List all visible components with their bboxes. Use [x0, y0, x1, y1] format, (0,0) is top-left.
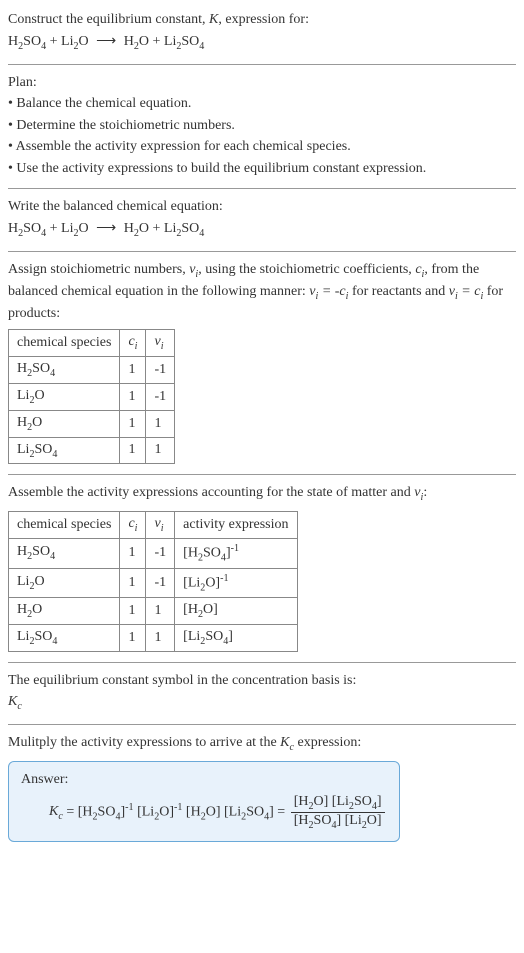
divider: [8, 188, 516, 189]
plan-label: Plan:: [8, 73, 516, 93]
cell-activity: [H2O]: [175, 597, 297, 624]
activity-text: Assemble the activity expressions accoun…: [8, 483, 516, 505]
cell-species: Li2O: [9, 568, 120, 597]
cell-species: H2O: [9, 410, 120, 437]
prompt-text-2: , expression for:: [218, 12, 309, 27]
cell-activity: [Li2SO4]: [175, 624, 297, 651]
plan-step-3: • Assemble the activity expression for e…: [8, 137, 516, 157]
plan-section: Plan: • Balance the chemical equation. •…: [8, 73, 516, 179]
table-row: Li2O 1 -1 [Li2O]-1: [9, 568, 298, 597]
prompt: Construct the equilibrium constant, K, e…: [8, 10, 516, 54]
col-ci: ci: [120, 512, 146, 539]
cell-vi: 1: [146, 410, 175, 437]
divider: [8, 662, 516, 663]
col-species: chemical species: [9, 512, 120, 539]
cell-vi: 1: [146, 597, 175, 624]
table-row: Li2SO4 1 1 [Li2SO4]: [9, 624, 298, 651]
kc-section: The equilibrium constant symbol in the c…: [8, 671, 516, 715]
cell-ci: 1: [120, 410, 146, 437]
table-row: H2O 1 1 [H2O]: [9, 597, 298, 624]
multiply-text: Mulitply the activity expressions to arr…: [8, 733, 516, 755]
cell-activity: [H2SO4]-1: [175, 539, 297, 568]
divider: [8, 251, 516, 252]
plan-step-4: • Use the activity expressions to build …: [8, 159, 516, 179]
col-species: chemical species: [9, 330, 120, 357]
cell-ci: 1: [120, 539, 146, 568]
cell-ci: 1: [120, 357, 146, 384]
cell-vi: -1: [146, 568, 175, 597]
col-vi: νi: [146, 512, 175, 539]
cell-vi: 1: [146, 624, 175, 651]
table-row: H2O 1 1: [9, 410, 175, 437]
multiply-section: Mulitply the activity expressions to arr…: [8, 733, 516, 842]
prompt-line-1: Construct the equilibrium constant, K, e…: [8, 10, 516, 30]
kc-text: The equilibrium constant symbol in the c…: [8, 671, 516, 691]
cell-ci: 1: [120, 437, 146, 464]
prompt-text-1: Construct the equilibrium constant,: [8, 12, 209, 27]
divider: [8, 724, 516, 725]
plan-step-2: • Determine the stoichiometric numbers.: [8, 116, 516, 136]
cell-vi: -1: [146, 539, 175, 568]
cell-species: Li2O: [9, 383, 120, 410]
stoich-section: Assign stoichiometric numbers, νi, using…: [8, 260, 516, 464]
divider: [8, 64, 516, 65]
answer-label: Answer:: [21, 772, 387, 788]
stoich-table: chemical species ci νi H2SO4 1 -1 Li2O 1…: [8, 329, 175, 464]
cell-ci: 1: [120, 624, 146, 651]
cell-species: H2SO4: [9, 357, 120, 384]
cell-vi: 1: [146, 437, 175, 464]
table-row: chemical species ci νi: [9, 330, 175, 357]
table-row: Li2O 1 -1: [9, 383, 175, 410]
activity-table: chemical species ci νi activity expressi…: [8, 511, 298, 651]
col-ci: ci: [120, 330, 146, 357]
balanced-label: Write the balanced chemical equation:: [8, 197, 516, 217]
stoich-text: Assign stoichiometric numbers, νi, using…: [8, 260, 516, 323]
table-row: H2SO4 1 -1: [9, 357, 175, 384]
cell-vi: -1: [146, 357, 175, 384]
answer-equation: Kc = [H2SO4]-1 [Li2O]-1 [H2O] [Li2SO4] =…: [49, 794, 387, 831]
cell-species: Li2SO4: [9, 437, 120, 464]
plan-step-1: • Balance the chemical equation.: [8, 94, 516, 114]
table-row: Li2SO4 1 1: [9, 437, 175, 464]
table-row: chemical species ci νi activity expressi…: [9, 512, 298, 539]
table-row: H2SO4 1 -1 [H2SO4]-1: [9, 539, 298, 568]
cell-vi: -1: [146, 383, 175, 410]
activity-section: Assemble the activity expressions accoun…: [8, 483, 516, 651]
cell-activity: [Li2O]-1: [175, 568, 297, 597]
cell-ci: 1: [120, 597, 146, 624]
cell-ci: 1: [120, 383, 146, 410]
cell-ci: 1: [120, 568, 146, 597]
divider: [8, 474, 516, 475]
balanced-section: Write the balanced chemical equation: H2…: [8, 197, 516, 241]
col-vi: νi: [146, 330, 175, 357]
answer-box: Answer: Kc = [H2SO4]-1 [Li2O]-1 [H2O] [L…: [8, 761, 400, 842]
cell-species: H2SO4: [9, 539, 120, 568]
cell-species: Li2SO4: [9, 624, 120, 651]
prompt-var-k: K: [209, 12, 218, 27]
kc-symbol: Kc: [8, 692, 516, 714]
cell-species: H2O: [9, 597, 120, 624]
balanced-equation: H2SO4 + Li2O ⟶ H2O + Li2SO4: [8, 219, 516, 241]
prompt-equation: H2SO4 + Li2O ⟶ H2O + Li2SO4: [8, 32, 516, 54]
col-activity: activity expression: [175, 512, 297, 539]
